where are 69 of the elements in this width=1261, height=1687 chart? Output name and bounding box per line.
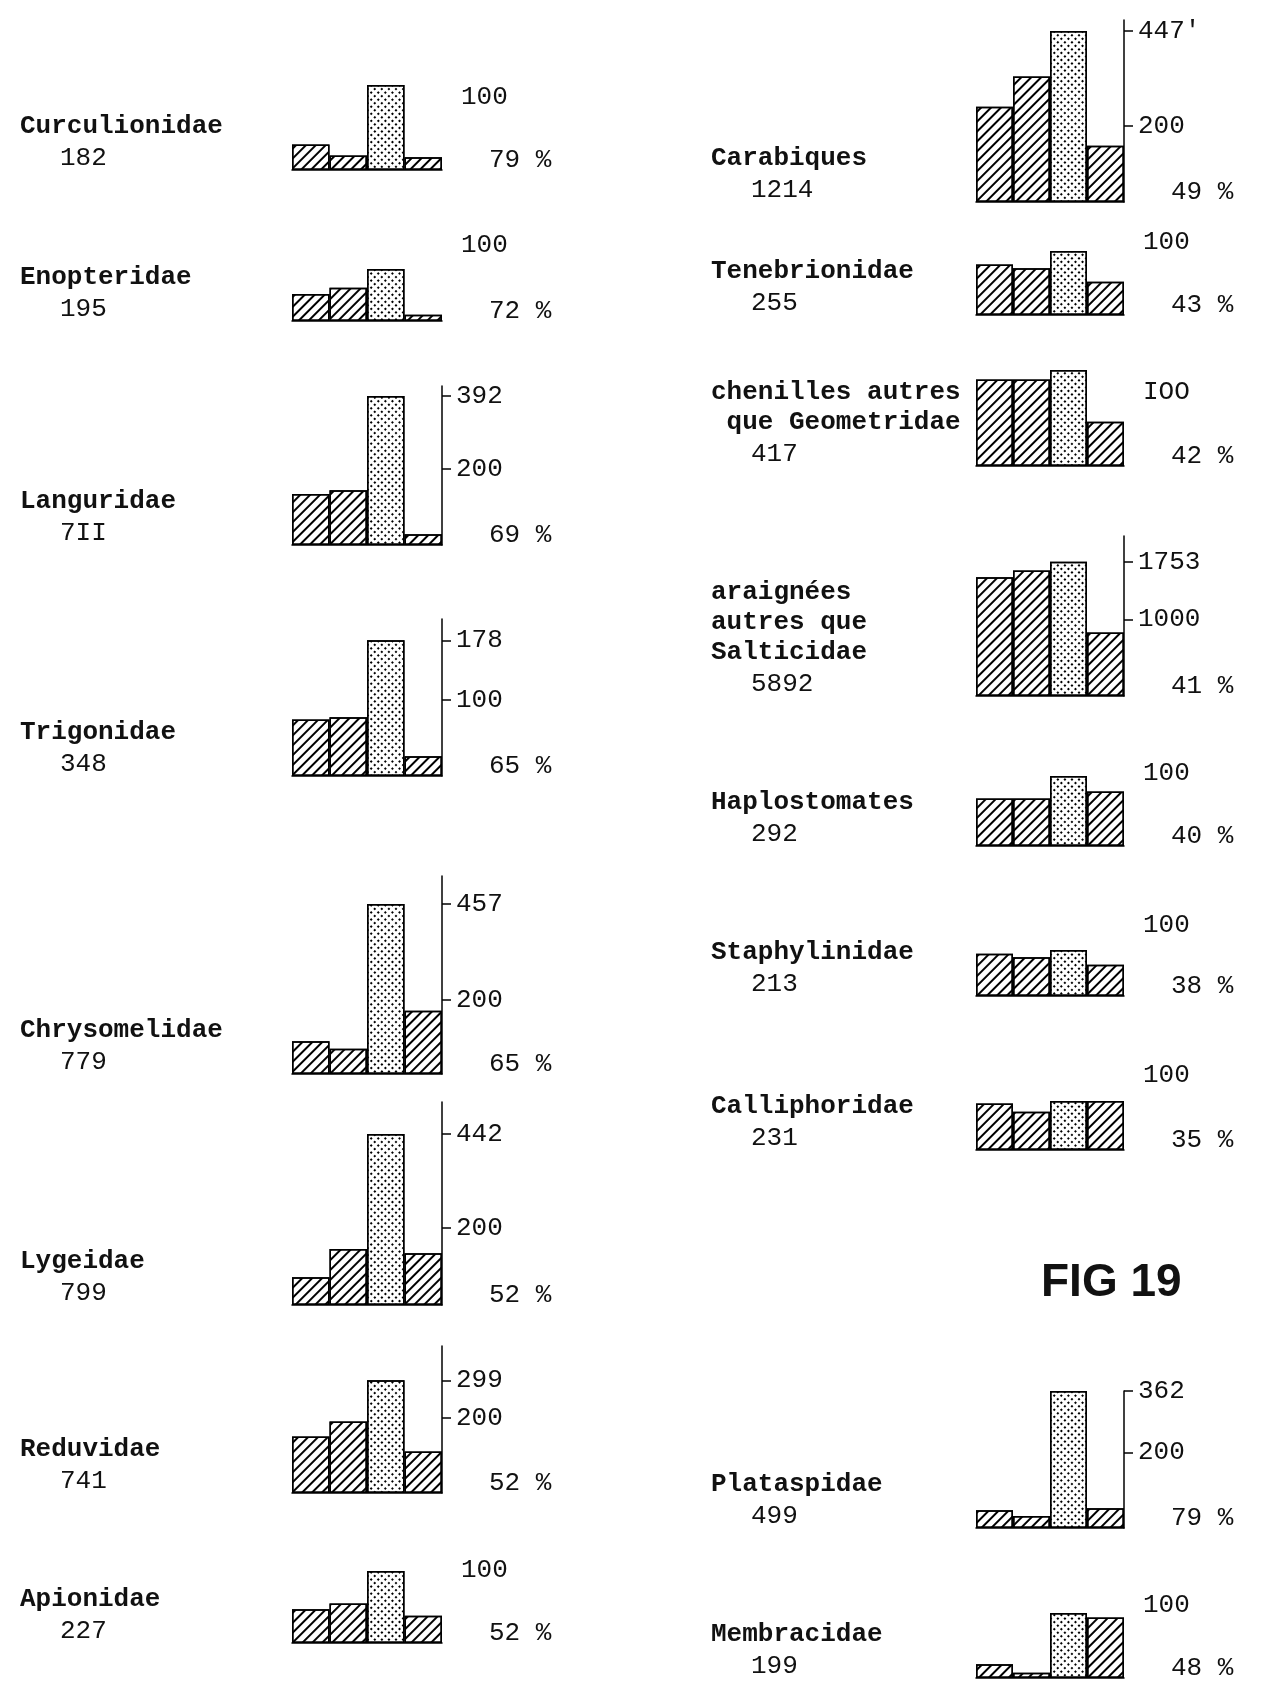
y-tick-label: 100	[456, 684, 503, 715]
text: 48 %	[1171, 1653, 1234, 1683]
text: 199	[751, 1651, 798, 1681]
text: 1214	[751, 175, 814, 205]
chart-title: Haplostomates	[711, 787, 914, 817]
text: 38 %	[1171, 971, 1234, 1001]
text: Curculionidae	[20, 111, 223, 141]
text: 41 %	[1171, 671, 1234, 701]
text: 79 %	[1171, 1503, 1234, 1533]
text: 779	[60, 1047, 107, 1077]
y-tick-label: 200	[1138, 1437, 1185, 1468]
text: 49 %	[1171, 177, 1234, 207]
text: 348	[60, 749, 107, 779]
text: 35 %	[1171, 1125, 1234, 1155]
text: 799	[60, 1278, 107, 1308]
text: 499	[751, 1501, 798, 1531]
y-tick-label: 447'	[1138, 16, 1201, 47]
y-tick-label: 178	[456, 625, 503, 656]
y-tick-label: 1000	[1138, 604, 1201, 635]
chart-title: Calliphoridae	[711, 1091, 914, 1121]
text: FIG 19	[1041, 1254, 1182, 1306]
chart-title: Staphylinidae	[711, 937, 914, 967]
chart-title: Enopteridae	[20, 262, 192, 292]
text: Reduvidae	[20, 1434, 161, 1464]
text: Carabiques	[711, 143, 868, 173]
text: 52 %	[489, 1618, 552, 1648]
text: 5892	[751, 669, 814, 699]
text: 43 %	[1171, 290, 1234, 320]
text: 40 %	[1171, 821, 1234, 851]
chart-title: Membracidae	[711, 1619, 883, 1649]
text: 741	[60, 1466, 107, 1496]
text: 227	[60, 1616, 107, 1646]
y-tick-label: 362	[1138, 1376, 1185, 1406]
y-tick-label: 200	[456, 1212, 503, 1243]
text: 417	[751, 439, 798, 469]
y-tick-label: 200	[456, 453, 503, 484]
text: 231	[751, 1123, 798, 1153]
text: 292	[751, 819, 798, 849]
text: 72 %	[489, 296, 552, 326]
text: 52 %	[489, 1468, 552, 1498]
y-tick-label: 442	[456, 1119, 503, 1150]
text: 79 %	[489, 145, 552, 175]
y-tick-label: 392	[456, 380, 503, 411]
text: Languridae	[20, 486, 177, 516]
text: Chrysomelidae	[20, 1015, 223, 1045]
text: 65 %	[489, 1049, 552, 1079]
y-tick-label: 457	[456, 888, 503, 919]
text: 195	[60, 294, 107, 324]
y-tick-label: 200	[456, 1402, 503, 1433]
text: 7II	[60, 518, 107, 548]
text: 65 %	[489, 751, 552, 781]
text: araignées autres que Salticidae	[711, 577, 883, 667]
text: 42 %	[1171, 441, 1234, 471]
text: Plataspidae	[711, 1469, 883, 1499]
text: 52 %	[489, 1280, 552, 1310]
text: 182	[60, 143, 107, 173]
text: 255	[751, 288, 798, 318]
text: Apionidae	[20, 1584, 161, 1614]
y-tick-label: 1753	[1138, 546, 1201, 577]
y-tick-label: 200	[1138, 110, 1185, 141]
text: 213	[751, 969, 798, 999]
y-tick-label: 200	[456, 984, 503, 1015]
text: IOO	[1143, 377, 1190, 407]
text: 69 %	[489, 520, 552, 550]
text: Lygeidae	[20, 1246, 145, 1276]
y-tick-label: 299	[456, 1365, 503, 1396]
chart-title: Tenebrionidae	[711, 256, 914, 286]
text: chenilles autres que Geometridae	[711, 377, 961, 437]
text: Trigonidae	[20, 717, 177, 747]
